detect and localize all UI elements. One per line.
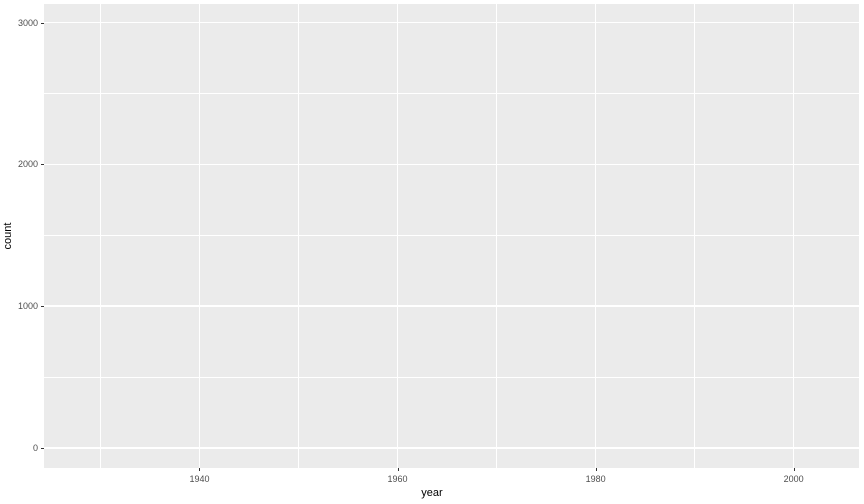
gridline-y-2000 [44,163,859,166]
gridline-y-minor-2500 [44,93,859,94]
y-tick-mark-0 [41,448,44,449]
y-tick-label: 1000 [17,301,38,312]
x-tick-mark-2000 [793,468,795,471]
plot-panel [44,4,859,468]
x-tick-mark-1980 [595,468,597,471]
y-axis-title: count [2,222,14,250]
gridline-x-minor-1970 [496,4,497,468]
gridline-x-2000 [792,4,795,468]
x-tick-label: 1940 [189,474,210,484]
x-tick-mark-1940 [199,468,201,471]
gridline-x-1960 [396,4,399,468]
y-tick-mark-3000 [41,22,44,24]
y-tick-label: 0 [32,443,38,453]
x-tick-mark-1960 [397,468,399,471]
gridline-y-0 [44,447,859,449]
x-tick-label: 1960 [387,474,408,484]
y-tick-mark-2000 [41,164,44,166]
x-tick-label: 2000 [783,474,804,484]
gridline-y-3000 [44,21,859,24]
gridline-x-minor-1990 [694,4,696,468]
y-tick-label: 2000 [17,159,38,170]
y-tick-mark-1000 [41,306,44,308]
x-axis-title: year [421,487,443,499]
gridline-x-1980 [594,4,597,468]
gridline-x-1940 [198,4,201,468]
gridline-y-minor-500 [44,376,859,378]
x-tick-label: 1980 [585,474,606,484]
gridline-x-minor-1950 [298,4,299,468]
gridline-y-minor-1500 [44,234,859,236]
gridline-x-minor-1930 [99,4,101,468]
gridline-y-1000 [44,305,859,307]
y-tick-label: 3000 [17,17,38,28]
